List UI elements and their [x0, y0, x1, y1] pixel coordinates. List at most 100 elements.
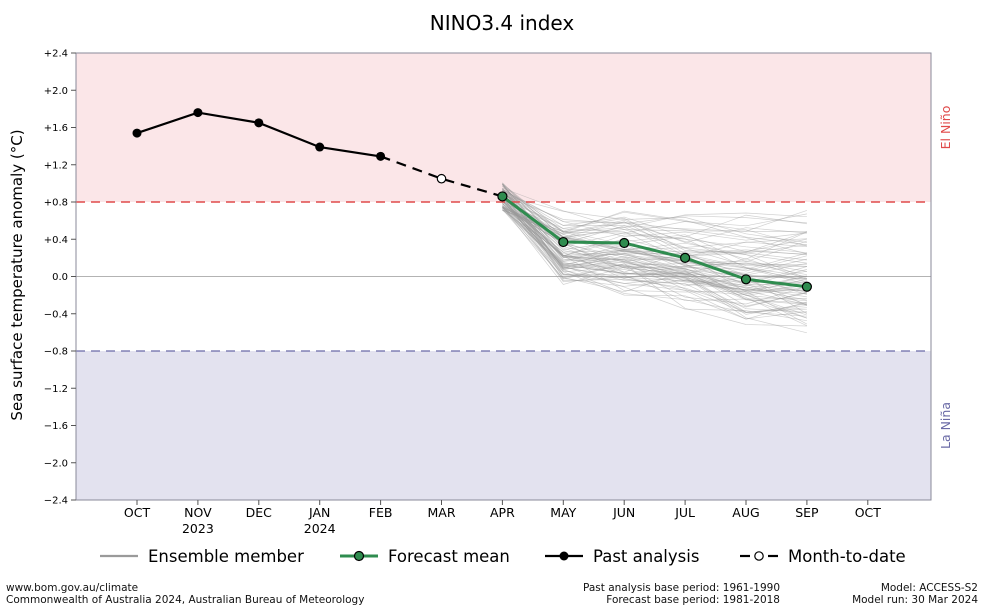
forecast-mean-point	[679, 252, 691, 263]
ensemble-member-line	[502, 193, 807, 267]
ensemble-member-line	[502, 187, 808, 232]
ensemble-member-line	[502, 189, 807, 248]
ensemble-member-line	[502, 194, 807, 243]
ensemble-member-line	[502, 189, 807, 255]
ensemble-member-line	[502, 199, 808, 315]
ensemble-member-line	[502, 209, 807, 243]
ensemble-member-line	[502, 183, 807, 265]
x-year-label: 2024	[304, 521, 336, 536]
y-tick-label: +0.8	[44, 198, 68, 209]
ensemble-member-line	[502, 193, 808, 316]
ensemble-member-line	[502, 189, 807, 283]
ensemble-member-line	[502, 206, 807, 289]
ensemble-member-line	[502, 206, 808, 327]
ensemble-member-line	[502, 206, 807, 305]
ensemble-member-line	[502, 193, 807, 302]
el-nino-region	[76, 53, 931, 202]
ensemble-member-line	[502, 206, 807, 267]
ensemble-member-line	[502, 196, 808, 319]
x-tick-label: OCT	[124, 505, 151, 520]
y-tick-label: −0.4	[44, 309, 68, 320]
x-year-label: 2023	[182, 521, 214, 536]
ensemble-member-line	[502, 198, 807, 317]
legend-label: Ensemble member	[148, 547, 304, 566]
x-tick-label: FEB	[369, 505, 393, 520]
month-to-date-point	[436, 173, 447, 184]
forecast-mean-point	[801, 281, 813, 292]
ensemble-member-line	[502, 193, 807, 270]
ensemble-member-line	[502, 206, 807, 304]
ensemble-member-line	[502, 205, 807, 327]
past-analysis-point	[132, 128, 142, 138]
x-tick-label: JUL	[674, 505, 695, 520]
past-analysis-point	[193, 108, 203, 118]
x-tick-label: JUN	[612, 505, 635, 520]
y-axis-label: Sea surface temperature anomaly (°C)	[8, 129, 26, 420]
ensemble-member-line	[502, 188, 807, 291]
ensemble-member-line	[502, 210, 807, 301]
ensemble-member-line	[502, 190, 807, 241]
ensemble-members	[502, 182, 808, 334]
forecast-mean-point	[619, 237, 630, 249]
ensemble-member-line	[502, 189, 807, 295]
y-tick-label: 0.0	[52, 272, 68, 283]
ensemble-member-line	[502, 183, 807, 294]
legend-label: Past analysis	[593, 547, 699, 566]
legend-label: Month-to-date	[788, 547, 906, 566]
ensemble-member-line	[502, 194, 807, 315]
ensemble-member-line	[502, 203, 807, 287]
ensemble-member-line	[502, 183, 808, 325]
legend-mtd-marker	[754, 551, 764, 561]
ensemble-member-line	[502, 198, 807, 320]
ensemble-member-line	[502, 196, 808, 305]
ensemble-member-line	[502, 197, 807, 322]
ensemble-member-line	[502, 205, 807, 261]
ensemble-member-line	[502, 209, 807, 232]
ensemble-member-line	[502, 193, 807, 276]
ensemble-member-line	[502, 207, 807, 298]
ensemble-member-line	[502, 200, 807, 296]
ensemble-member-line	[502, 200, 807, 313]
forecast-mean-point	[558, 236, 569, 248]
footer-base-periods: Past analysis base period: 1961-1990 For…	[560, 582, 780, 606]
x-tick-label: OCT	[855, 505, 882, 520]
y-tick-label: −0.8	[44, 347, 68, 358]
ensemble-member-line	[502, 200, 807, 306]
y-tick-label: −2.4	[44, 496, 68, 507]
ensemble-member-line	[502, 194, 807, 285]
y-tick-label: +0.4	[44, 235, 68, 246]
ensemble-member-line	[502, 183, 807, 320]
ensemble-member-line	[502, 200, 807, 283]
past-analysis-point	[315, 142, 325, 152]
ensemble-member-line	[502, 193, 807, 247]
chart-title: NINO3.4 index	[430, 11, 575, 35]
ensemble-member-line	[502, 183, 807, 246]
footer-source: www.bom.gov.au/climate Commonwealth of A…	[6, 582, 364, 606]
x-tick-label: JAN	[308, 505, 330, 520]
ensemble-member-line	[502, 194, 807, 302]
legend-label: Forecast mean	[388, 547, 510, 566]
ensemble-member-line	[502, 189, 807, 232]
ensemble-member-line	[502, 194, 808, 280]
past-analysis-point	[254, 118, 264, 128]
ensemble-member-line	[502, 195, 807, 276]
y-tick-label: +1.6	[44, 123, 68, 134]
ensemble-member-line	[502, 207, 807, 258]
footer-copyright: Commonwealth of Australia 2024, Australi…	[6, 594, 365, 606]
ensemble-member-line	[502, 187, 807, 292]
footer-model-name: Model: ACCESS-S2	[880, 582, 978, 594]
ensemble-member-line	[502, 204, 807, 313]
y-tick-label: +2.0	[44, 86, 68, 97]
legend-past-marker	[559, 551, 569, 561]
footer-model: Model: ACCESS-S2 Model run: 30 Mar 2024	[790, 582, 978, 606]
legend-forecast-marker	[353, 550, 365, 562]
y-tick-label: +1.2	[44, 160, 68, 171]
ensemble-member-line	[502, 206, 807, 244]
ensemble-member-line	[502, 188, 807, 272]
ensemble-member-line	[502, 190, 807, 307]
ensemble-member-line	[502, 207, 807, 291]
ensemble-member-line	[502, 197, 807, 277]
ensemble-member-line	[502, 209, 808, 279]
ensemble-member-line	[502, 184, 808, 260]
